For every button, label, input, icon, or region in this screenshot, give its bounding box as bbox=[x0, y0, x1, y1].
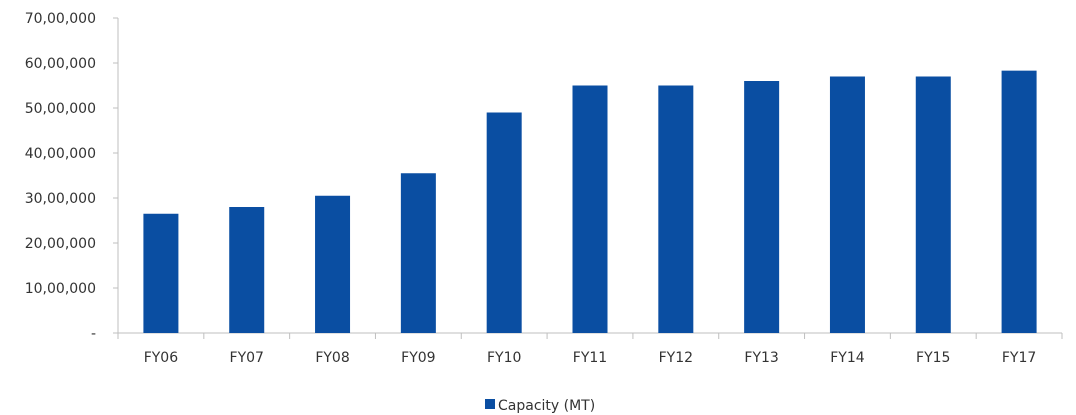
y-tick-label: 60,00,000 bbox=[25, 56, 96, 72]
bar-fy07 bbox=[229, 207, 265, 333]
x-tick-label: FY09 bbox=[401, 350, 435, 366]
y-tick-label: 30,00,000 bbox=[25, 191, 96, 207]
bar-fy12 bbox=[658, 85, 694, 333]
x-tick-label: FY08 bbox=[315, 350, 349, 366]
bar-fy10 bbox=[486, 112, 522, 333]
x-tick-label: FY14 bbox=[830, 350, 865, 366]
y-tick-label: 10,00,000 bbox=[25, 281, 96, 297]
x-tick-label: FY13 bbox=[744, 350, 778, 366]
legend-swatch bbox=[485, 399, 495, 409]
bar-fy14 bbox=[829, 76, 865, 333]
x-tick-label: FY15 bbox=[916, 350, 950, 366]
x-tick-label: FY10 bbox=[487, 350, 521, 366]
y-tick-label: 50,00,000 bbox=[25, 101, 96, 117]
bars bbox=[143, 70, 1037, 334]
y-tick-label: 20,00,000 bbox=[25, 236, 96, 252]
x-axis: FY06 FY07 FY08 FY09 FY10 FY11 FY12 FY13 FY14 FY15… bbox=[117, 332, 1063, 366]
x-tick-label: FY07 bbox=[230, 350, 264, 366]
x-tick-label: FY17 bbox=[1002, 350, 1036, 366]
y-tick-label: - bbox=[91, 326, 96, 342]
bar-fy09 bbox=[400, 173, 436, 333]
bar-fy15 bbox=[915, 76, 951, 333]
y-tick-label: 40,00,000 bbox=[25, 146, 96, 162]
x-tick-label: FY06 bbox=[144, 350, 179, 366]
bar-fy11 bbox=[572, 85, 608, 333]
x-tick-label: FY11 bbox=[573, 350, 607, 366]
bar-fy13 bbox=[744, 81, 780, 333]
bar-fy17 bbox=[1001, 70, 1037, 334]
legend: Capacity (MT) bbox=[485, 398, 595, 414]
x-tick-label: FY12 bbox=[659, 350, 693, 366]
y-tick-label: 70,00,000 bbox=[25, 11, 96, 27]
bar-fy06 bbox=[143, 213, 179, 333]
bar-fy08 bbox=[315, 195, 351, 333]
legend-label: Capacity (MT) bbox=[498, 398, 595, 414]
y-axis: - 10,00,000 20,00,000 30,00,000 40,00,000 50,… bbox=[25, 11, 119, 342]
